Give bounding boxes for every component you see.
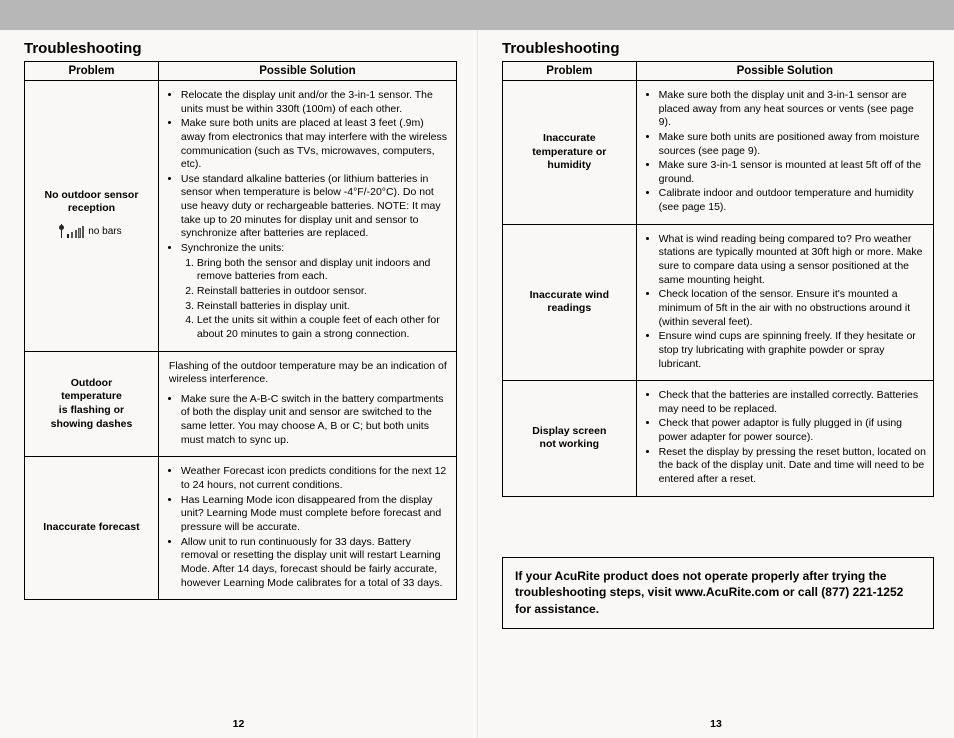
numbered-item: Reinstall batteries in display unit. [197, 300, 450, 314]
bullet: Reset the display by pressing the reset … [659, 446, 927, 487]
table-row: Inaccurate forecast Weather Forecast ico… [25, 457, 457, 600]
table-row: Display screen not working Check that th… [503, 381, 934, 496]
troubleshooting-table: Problem Possible Solution No outdoor sen… [24, 61, 457, 600]
bullet: What is wind reading being compared to? … [659, 233, 927, 288]
bullet: Make sure both units are placed at least… [181, 117, 450, 172]
problem-cell: Display screen not working [503, 381, 637, 496]
problem-text: reception [68, 202, 115, 214]
table-row: Inaccurate wind readings What is wind re… [503, 224, 934, 380]
bullet: Make sure both the display unit and 3-in… [659, 89, 927, 130]
header-problem: Problem [503, 62, 637, 81]
pages-container: Troubleshooting Problem Possible Solutio… [0, 30, 954, 738]
numbered-item: Bring both the sensor and display unit i… [197, 257, 450, 284]
bullet: Ensure wind cups are spinning freely. If… [659, 330, 927, 371]
solution-cell: What is wind reading being compared to? … [636, 224, 933, 380]
problem-cell: Inaccurate temperature or humidity [503, 81, 637, 225]
bullet: Calibrate indoor and outdoor temperature… [659, 187, 927, 214]
table-row: No outdoor sensor reception no bars Relo… [25, 81, 457, 352]
solution-cell: Flashing of the outdoor temperature may … [158, 351, 456, 457]
bullet: Check location of the sensor. Ensure it'… [659, 288, 927, 329]
support-note: If your AcuRite product does not operate… [502, 557, 934, 629]
solution-cell: Check that the batteries are installed c… [636, 381, 933, 496]
bullet: Use standard alkaline batteries (or lith… [181, 173, 450, 241]
page-number: 12 [0, 718, 477, 730]
signal-icon: no bars [61, 224, 121, 238]
numbered-item: Let the units sit within a couple feet o… [197, 314, 450, 341]
bullet: Has Learning Mode icon disappeared from … [181, 494, 450, 535]
page-number: 13 [478, 718, 954, 730]
page-left: Troubleshooting Problem Possible Solutio… [0, 30, 477, 738]
bullet: Allow unit to run continuously for 33 da… [181, 536, 450, 591]
numbered-item: Reinstall batteries in outdoor sensor. [197, 285, 450, 299]
bullet: Make sure both units are positioned away… [659, 131, 927, 158]
bullet: Make sure 3-in-1 sensor is mounted at le… [659, 159, 927, 186]
section-title: Troubleshooting [502, 40, 934, 57]
table-header-row: Problem Possible Solution [25, 62, 457, 81]
problem-cell: Outdoor temperature is flashing or showi… [25, 351, 159, 457]
page-right: Troubleshooting Problem Possible Solutio… [477, 30, 954, 738]
troubleshooting-table: Problem Possible Solution Inaccurate tem… [502, 61, 934, 497]
solution-cell: Relocate the display unit and/or the 3-i… [158, 81, 456, 352]
header-bar [0, 0, 954, 30]
table-header-row: Problem Possible Solution [503, 62, 934, 81]
problem-cell: No outdoor sensor reception no bars [25, 81, 159, 352]
bullet: Check that the batteries are installed c… [659, 389, 927, 416]
header-solution: Possible Solution [158, 62, 456, 81]
problem-cell: Inaccurate wind readings [503, 224, 637, 380]
bullet: Make sure the A-B-C switch in the batter… [181, 393, 450, 448]
intro-text: Flashing of the outdoor temperature may … [169, 360, 450, 387]
table-row: Inaccurate temperature or humidity Make … [503, 81, 934, 225]
header-solution: Possible Solution [636, 62, 933, 81]
solution-cell: Weather Forecast icon predicts condition… [158, 457, 456, 600]
table-row: Outdoor temperature is flashing or showi… [25, 351, 457, 457]
header-problem: Problem [25, 62, 159, 81]
section-title: Troubleshooting [24, 40, 457, 57]
bullet: Weather Forecast icon predicts condition… [181, 465, 450, 492]
problem-cell: Inaccurate forecast [25, 457, 159, 600]
solution-cell: Make sure both the display unit and 3-in… [636, 81, 933, 225]
bullet: Synchronize the units: Bring both the se… [181, 242, 450, 341]
bullet: Relocate the display unit and/or the 3-i… [181, 89, 450, 116]
problem-text: No outdoor sensor [44, 189, 138, 201]
nobars-label: no bars [88, 225, 121, 238]
bullet: Check that power adaptor is fully plugge… [659, 417, 927, 444]
